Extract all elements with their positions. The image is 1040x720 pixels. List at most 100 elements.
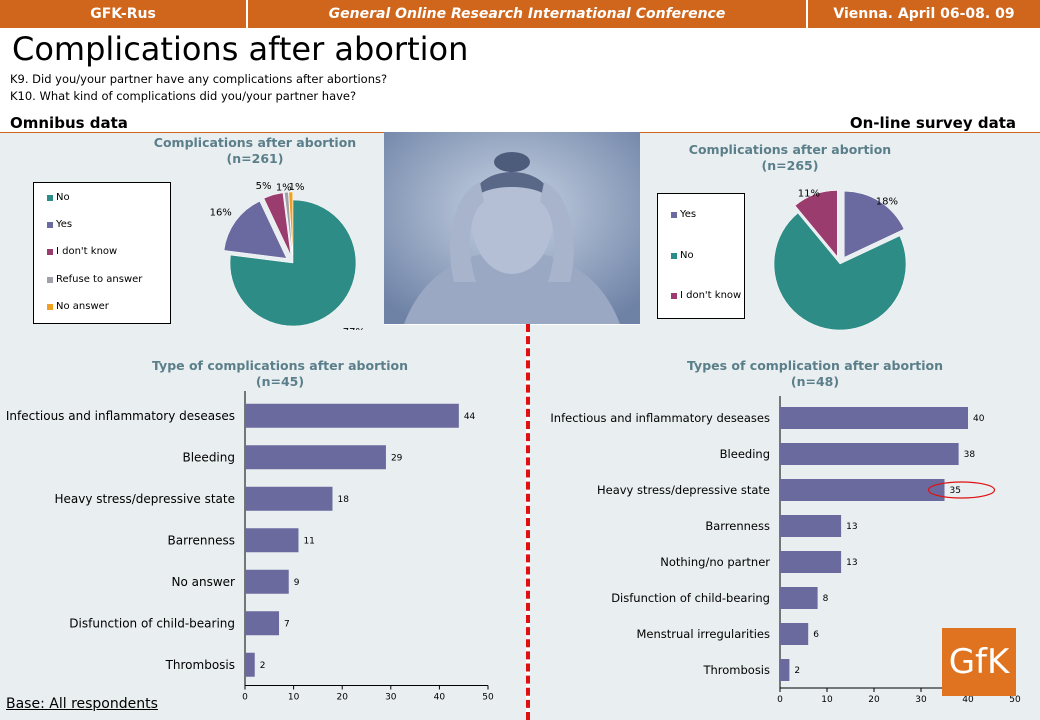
x-tick-label: 40 [434,693,446,703]
category-label: No answer [172,575,236,589]
data-label: 2 [260,661,266,671]
category-label: Infectious and inflammatory deseases [550,411,770,425]
data-label: 9 [294,578,300,588]
pie-slice [844,190,905,258]
category-label: Nothing/no partner [660,555,770,569]
pie2-subtitle: (n=265) [761,158,819,173]
legend-label: Refuse to answer [56,274,143,285]
bar [245,652,255,677]
pie-slice [284,191,293,256]
bar1-title-text: Type of complications after abortion [152,358,408,373]
header-org: GFK-Rus [90,6,156,22]
x-tick-label: 50 [482,693,494,703]
divider-line [640,132,1040,133]
x-tick-label: 40 [962,695,974,705]
data-label: 44 [464,412,476,422]
x-tick-label: 10 [821,695,833,705]
category-label: Heavy stress/depressive state [597,483,770,497]
bar [245,403,459,428]
legend-label: I don't know [680,290,742,301]
legend-item: No [47,192,70,203]
category-label: Barrenness [168,533,235,547]
legend-swatch [671,212,677,218]
highlight-ellipse [927,481,996,499]
bar [780,443,959,465]
pie-slice [223,200,287,259]
pie1-title: Complications after abortion (n=261) [140,135,370,167]
data-label: 13 [846,558,857,568]
bar [780,587,818,609]
bar2-subtitle: (n=48) [790,374,840,389]
bar2-title: Types of complication after abortion (n=… [665,358,965,390]
data-label: 6 [813,630,819,640]
pie-chart-omnibus: 77% 16% 5% 1%1% [210,181,365,330]
header-conference: General Online Research International Co… [328,6,726,22]
pie-slice [263,192,292,256]
category-label: Barrenness [705,519,770,533]
pie-value-label: 18% [876,196,898,207]
bar2-title-text: Types of complication after abortion [687,358,943,373]
header-divider [246,0,248,28]
x-tick-label: 0 [242,693,248,703]
bar [780,551,842,573]
legend-item: Yes [671,209,697,220]
category-label: Bleeding [720,447,770,461]
data-label: 18 [337,495,349,505]
pie-value-label: 1% [276,182,292,193]
panel-bottom-left [0,325,526,720]
woman-stress-photo [384,132,640,324]
legend-swatch [47,222,53,228]
pie-slice [229,199,357,327]
legend-label: No answer [56,301,109,312]
bar1-title: Type of complications after abortion (n=… [130,358,430,390]
data-label: 29 [391,453,403,463]
bar [780,407,968,429]
pie2-title-text: Complications after abortion [688,142,892,157]
base-label: Base: All respondents [6,696,158,712]
category-label: Menstrual irregularities [637,627,771,641]
legend-label: Yes [680,209,697,220]
pie-value-label: 77% [343,327,365,330]
legend-label: No [56,192,70,203]
pie1-subtitle: (n=261) [226,151,284,166]
x-tick-label: 10 [288,693,300,703]
pie-chart-online: 18%71%11% [773,189,907,331]
pie1-legend: No Yes I don't know Refuse to answer No … [33,182,171,324]
bar [780,623,809,645]
divider-line [0,132,384,133]
section-label-omnibus: Omnibus data [10,114,128,132]
legend-swatch [47,304,53,310]
pie-slice [773,212,907,331]
legend-label: Yes [56,219,73,230]
category-label: Thrombosis [165,658,235,672]
data-label: 11 [303,536,314,546]
question-k10: K10. What kind of complications did you/… [10,89,357,103]
category-label: Disfunction of child-bearing [611,591,770,605]
legend-swatch [47,195,53,201]
bar [245,611,280,636]
bar [780,479,945,501]
x-tick-label: 30 [915,695,927,705]
legend-item: Yes [47,219,73,230]
legend-item: Refuse to answer [47,274,143,285]
legend-item: No [671,250,694,261]
data-label: 7 [284,619,290,629]
pie2-title: Complications after abortion (n=265) [680,142,900,174]
bar [780,659,790,681]
legend-item: I don't know [47,246,117,257]
x-tick-label: 20 [868,695,880,705]
bar-chart-online: 0 10 20 30 40 50 Infectious and inflammatory d… [550,396,1021,705]
data-label: 38 [964,450,976,460]
header-bar: GFK-Rus General Online Research Internat… [0,0,1040,28]
data-label: 40 [973,414,985,424]
legend-label: No [680,250,694,261]
legend-swatch [671,293,677,299]
bar-chart-omnibus: 0 10 20 30 40 50 Infectious and inflammatory d… [6,391,494,703]
category-label: Disfunction of child-bearing [69,616,235,630]
pie2-legend: Yes No I don't know [657,193,745,319]
bar1-subtitle: (n=45) [255,374,305,389]
x-tick-label: 50 [1009,695,1021,705]
legend-item: I don't know [671,290,742,301]
page-title: Complications after abortion [12,30,469,68]
x-tick-label: 20 [336,693,348,703]
